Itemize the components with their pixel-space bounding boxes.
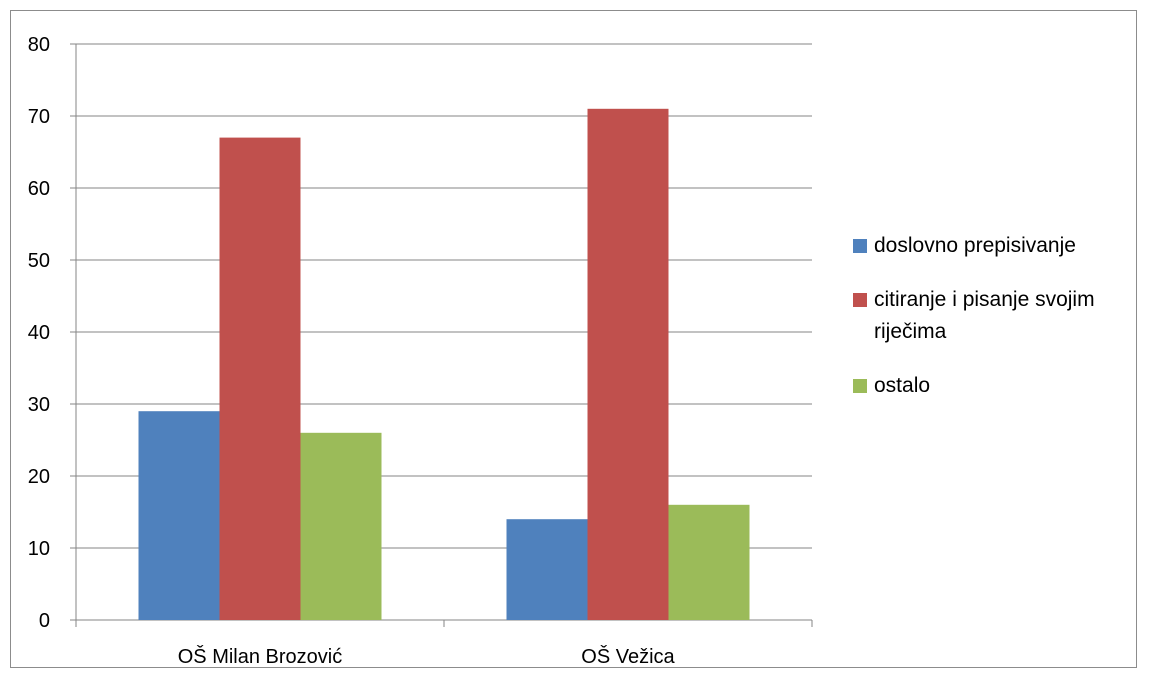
legend-item-citiranje: citiranje i pisanje svojim riječima [853, 284, 1143, 348]
y-tick-label: 30 [28, 394, 50, 416]
bar-0-1 [506, 519, 588, 620]
chart-legend: doslovno prepisivanje citiranje i pisanj… [853, 230, 1143, 424]
y-tick-label: 40 [28, 322, 50, 344]
legend-label: citiranje i pisanje svojim riječima [874, 288, 1095, 343]
legend-item-ostalo: ostalo [853, 370, 1143, 402]
legend-swatch-blue [853, 239, 867, 253]
y-tick-label: 10 [28, 538, 50, 560]
bar-0-0 [138, 411, 220, 620]
legend-swatch-green [853, 379, 867, 393]
legend-item-doslovno-prepisivanje: doslovno prepisivanje [853, 230, 1143, 262]
y-tick-label: 20 [28, 466, 50, 488]
y-tick-label: 50 [28, 250, 50, 272]
bar-2-1 [668, 504, 750, 620]
x-category-label: OŠ Milan Brozović [178, 645, 343, 668]
legend-swatch-red [853, 293, 867, 307]
bar-2-0 [300, 432, 382, 620]
y-tick-label: 60 [28, 178, 50, 200]
legend-label: ostalo [874, 374, 931, 397]
y-tick-label: 80 [28, 34, 50, 56]
bar-1-0 [219, 137, 301, 620]
y-tick-label: 0 [39, 610, 50, 632]
y-tick-label: 70 [28, 106, 50, 128]
legend-label: doslovno prepisivanje [874, 234, 1076, 257]
x-category-label: OŠ Vežica [581, 645, 675, 668]
bar-1-1 [587, 108, 669, 621]
